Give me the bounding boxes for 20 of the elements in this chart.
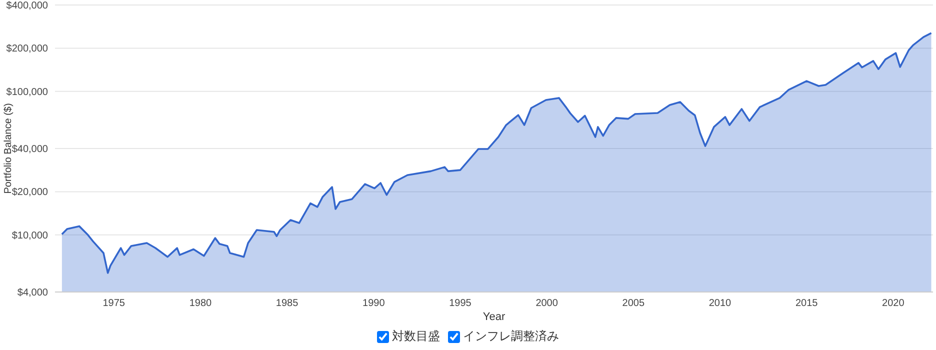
y-tick-label: $100,000 (6, 86, 48, 98)
x-axis-title: Year (482, 311, 506, 323)
y-tick-label: $20,000 (12, 187, 48, 198)
x-tick-label: 2015 (795, 298, 818, 309)
x-tick-label: 1975 (102, 298, 126, 309)
x-tick-label: 2010 (708, 298, 732, 309)
x-tick-label: 1995 (449, 298, 472, 309)
text: 対数目盛 (391, 329, 440, 343)
x-tick-label: 2005 (622, 298, 645, 309)
y-tick-label: $10,000 (12, 230, 48, 242)
x-tick-label: 2020 (882, 298, 905, 309)
text: インフレ調整済み (462, 329, 559, 343)
y-tick-label: $200,000 (6, 44, 48, 55)
x-tick-label: 1980 (189, 298, 212, 309)
x-tick-label: 1985 (276, 298, 299, 309)
x-tick-label: 2000 (536, 298, 558, 309)
y-tick-label: $400,000 (6, 0, 48, 12)
x-tick-label: 1990 (362, 298, 386, 309)
y-tick-label: $4,000 (17, 288, 48, 298)
y-tick-label: $40,000 (12, 144, 48, 155)
